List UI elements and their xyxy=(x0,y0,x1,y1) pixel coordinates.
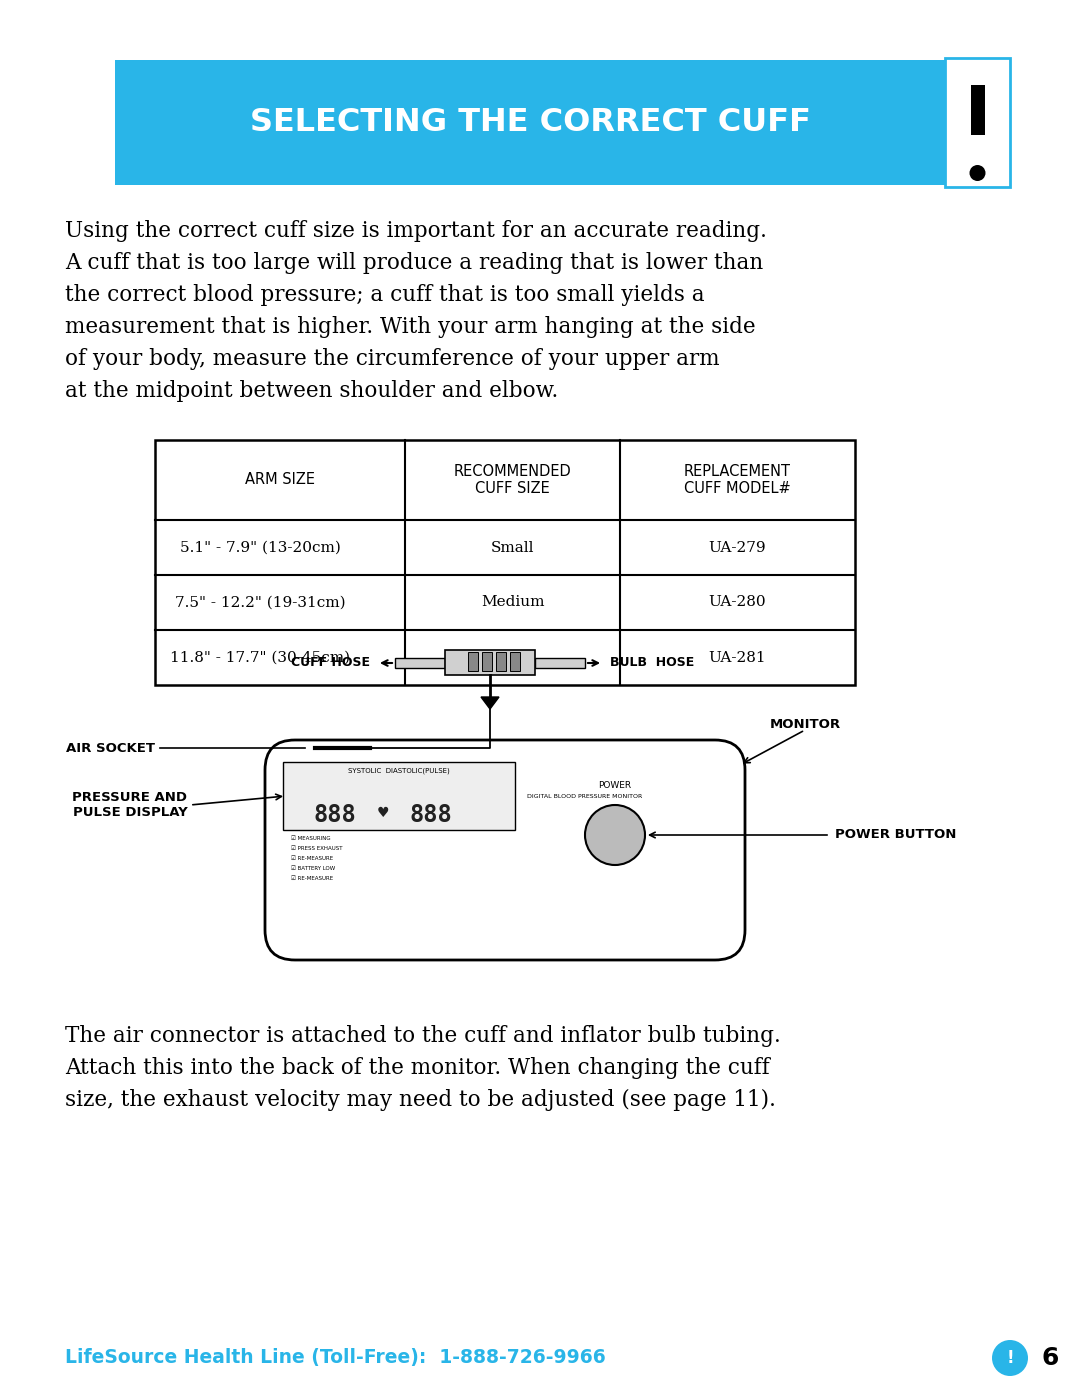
Text: Medium: Medium xyxy=(481,595,544,609)
Text: RECOMMENDED
CUFF SIZE: RECOMMENDED CUFF SIZE xyxy=(454,464,571,496)
Text: AIR SOCKET: AIR SOCKET xyxy=(66,742,156,754)
Text: UA-280: UA-280 xyxy=(708,595,767,609)
Text: POWER BUTTON: POWER BUTTON xyxy=(835,828,957,841)
Text: ☑ RE-MEASURE: ☑ RE-MEASURE xyxy=(291,855,333,861)
Circle shape xyxy=(585,805,645,865)
Circle shape xyxy=(993,1340,1028,1376)
Bar xyxy=(482,652,492,671)
Bar xyxy=(496,652,507,671)
FancyBboxPatch shape xyxy=(265,740,745,960)
Polygon shape xyxy=(481,697,499,710)
Text: ☑ MEASURING: ☑ MEASURING xyxy=(291,835,330,841)
Text: ☑ BATTERY LOW: ☑ BATTERY LOW xyxy=(291,866,335,870)
Text: measurement that is higher. With your arm hanging at the side: measurement that is higher. With your ar… xyxy=(65,316,756,338)
Text: Small: Small xyxy=(490,541,535,555)
Text: ☑ PRESS EXHAUST: ☑ PRESS EXHAUST xyxy=(291,845,342,851)
Text: Attach this into the back of the monitor. When changing the cuff: Attach this into the back of the monitor… xyxy=(65,1058,770,1078)
Text: ARM SIZE: ARM SIZE xyxy=(245,472,315,488)
Text: REPLACEMENT
CUFF MODEL#: REPLACEMENT CUFF MODEL# xyxy=(684,464,791,496)
Text: at the midpoint between shoulder and elbow.: at the midpoint between shoulder and elb… xyxy=(65,380,558,402)
Circle shape xyxy=(970,165,986,182)
Text: 5.1" - 7.9" (13-20cm): 5.1" - 7.9" (13-20cm) xyxy=(179,541,340,555)
Text: Using the correct cuff size is important for an accurate reading.: Using the correct cuff size is important… xyxy=(65,219,767,242)
Text: Large: Large xyxy=(490,651,535,665)
Text: A cuff that is too large will produce a reading that is lower than: A cuff that is too large will produce a … xyxy=(65,251,764,274)
Text: CUFF HOSE: CUFF HOSE xyxy=(291,657,370,669)
Text: POWER: POWER xyxy=(598,781,632,789)
Text: The air connector is attached to the cuff and inflator bulb tubing.: The air connector is attached to the cuf… xyxy=(65,1025,781,1046)
Text: MONITOR: MONITOR xyxy=(769,718,840,732)
Text: SYSTOLIC  DIASTOLIC(PULSE): SYSTOLIC DIASTOLIC(PULSE) xyxy=(348,768,450,774)
Bar xyxy=(156,440,855,685)
Bar xyxy=(445,650,535,675)
Bar xyxy=(535,658,585,668)
Text: size, the exhaust velocity may need to be adjusted (see page 11).: size, the exhaust velocity may need to b… xyxy=(65,1090,775,1111)
Text: BULB  HOSE: BULB HOSE xyxy=(610,657,694,669)
Bar xyxy=(945,59,1010,187)
Text: UA-281: UA-281 xyxy=(708,651,767,665)
Text: 888: 888 xyxy=(409,803,453,827)
Text: 11.8" - 17.7" (30-45cm): 11.8" - 17.7" (30-45cm) xyxy=(170,651,350,665)
Bar xyxy=(510,652,519,671)
Bar xyxy=(395,658,445,668)
Text: 6: 6 xyxy=(1041,1345,1058,1370)
Text: 7.5" - 12.2" (19-31cm): 7.5" - 12.2" (19-31cm) xyxy=(175,595,346,609)
Text: LifeSource Health Line (Toll-Free):  1-888-726-9966: LifeSource Health Line (Toll-Free): 1-88… xyxy=(65,1348,606,1368)
Text: UA-279: UA-279 xyxy=(708,541,767,555)
Text: ♥: ♥ xyxy=(377,806,389,820)
Text: of your body, measure the circumference of your upper arm: of your body, measure the circumference … xyxy=(65,348,719,370)
Text: !: ! xyxy=(1007,1350,1014,1368)
Text: the correct blood pressure; a cuff that is too small yields a: the correct blood pressure; a cuff that … xyxy=(65,284,704,306)
Text: SELECTING THE CORRECT CUFF: SELECTING THE CORRECT CUFF xyxy=(249,108,810,138)
Text: 888: 888 xyxy=(313,803,356,827)
Text: DIGITAL BLOOD PRESSURE MONITOR: DIGITAL BLOOD PRESSURE MONITOR xyxy=(527,793,643,799)
Text: PRESSURE AND
PULSE DISPLAY: PRESSURE AND PULSE DISPLAY xyxy=(72,791,188,819)
Text: ☑ RE-MEASURE: ☑ RE-MEASURE xyxy=(291,876,333,880)
Bar xyxy=(971,85,985,136)
Bar xyxy=(468,652,478,671)
Bar xyxy=(114,60,970,184)
Bar xyxy=(283,761,515,830)
